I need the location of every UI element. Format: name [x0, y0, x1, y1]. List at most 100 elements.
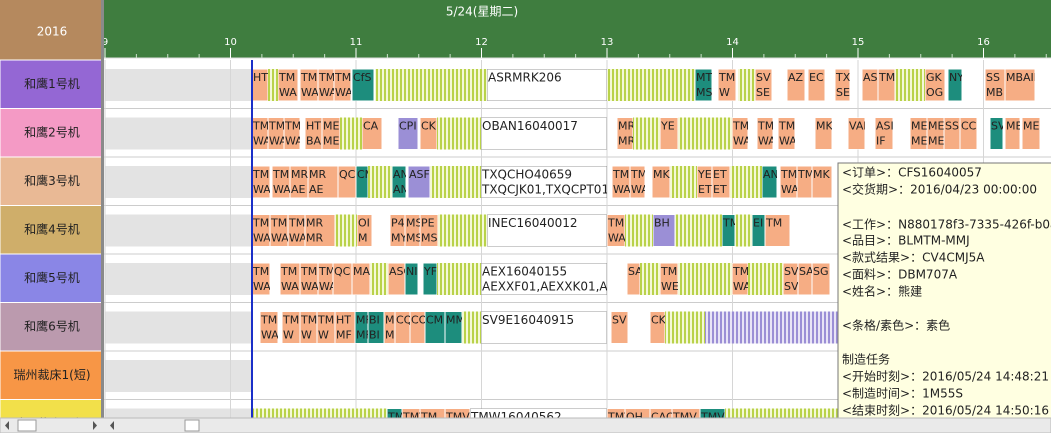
task-block[interactable]: PE MS: [420, 214, 438, 247]
scroll-arrow[interactable]: [5, 421, 9, 430]
task-block[interactable]: CO: [410, 311, 428, 344]
task-block[interactable]: SV SV: [783, 263, 799, 295]
task-block[interactable]: TM WA: [278, 69, 298, 101]
task-block[interactable]: YE: [660, 117, 678, 150]
scroll-thumb[interactable]: [17, 419, 37, 432]
task-block[interactable]: TM WA: [270, 214, 289, 247]
task-block[interactable]: TM WA: [300, 263, 319, 295]
task-block[interactable]: TM WA: [284, 117, 303, 150]
task-block[interactable]: AS: [862, 69, 878, 101]
task-block[interactable]: NI: [405, 263, 418, 295]
task-block[interactable]: MR MR: [617, 117, 635, 150]
task-block[interactable]: MF MF: [355, 311, 372, 344]
task-block[interactable]: HT: [252, 69, 268, 101]
task-block[interactable]: YE ET: [697, 166, 712, 198]
task-block[interactable]: TM WA: [607, 214, 626, 247]
task-block[interactable]: BI BI: [368, 311, 384, 344]
task-block[interactable]: EI: [752, 214, 765, 247]
scroll-arrow[interactable]: [93, 421, 97, 430]
task-block[interactable]: TM WA: [280, 263, 300, 295]
task-block[interactable]: MB: [1005, 117, 1023, 150]
task-block[interactable]: CQ: [395, 311, 413, 344]
task-block[interactable]: HT BA: [305, 117, 322, 150]
task-block[interactable]: TM WA: [612, 166, 631, 198]
task-block[interactable]: HT MF: [335, 311, 355, 344]
task-block[interactable]: TM WA: [630, 166, 649, 198]
task-block[interactable]: TM WA: [778, 117, 797, 150]
task-block[interactable]: TX SE: [835, 69, 851, 101]
task-block[interactable]: SG: [812, 263, 830, 295]
task-block[interactable]: CMA: [356, 166, 382, 198]
task-block[interactable]: ME ME: [927, 117, 944, 150]
task-block[interactable]: NY: [948, 69, 964, 101]
task-block[interactable]: MS MS: [405, 214, 422, 247]
task-block[interactable]: AN: [762, 166, 779, 198]
scroll-arrow[interactable]: [110, 421, 114, 430]
task-block[interactable]: SV: [990, 117, 1006, 150]
task-block[interactable]: TM: [722, 214, 739, 247]
task-block[interactable]: CPI: [398, 117, 418, 150]
task-block[interactable]: OI M: [357, 214, 372, 247]
task-block[interactable]: TM WA: [252, 166, 271, 198]
task-block[interactable]: ASI IF: [875, 117, 894, 150]
task-block[interactable]: TM WA: [732, 117, 751, 150]
task-block[interactable]: MR AE: [290, 166, 308, 198]
task-block[interactable]: MR AE: [308, 166, 338, 198]
task-block[interactable]: TM WA: [260, 311, 279, 344]
task-block[interactable]: MM: [445, 311, 465, 344]
task-block[interactable]: ET ET: [712, 166, 730, 198]
task-block[interactable]: CK: [650, 311, 667, 344]
task-block[interactable]: SA: [798, 263, 814, 295]
task-block[interactable]: VAI: [848, 117, 867, 150]
task-block[interactable]: MBAIF: [1005, 69, 1040, 101]
task-block[interactable]: TM WA: [300, 69, 319, 101]
task-block[interactable]: SV SE: [755, 69, 772, 101]
task-block[interactable]: TM WA: [732, 263, 751, 295]
task-block[interactable]: MK: [652, 166, 670, 198]
task-block[interactable]: AZ: [787, 69, 805, 101]
task-block[interactable]: ME ME: [910, 117, 927, 150]
task-block[interactable]: QC: [333, 263, 352, 295]
task-block[interactable]: TM WA: [288, 214, 307, 247]
task-block[interactable]: TM: [797, 166, 814, 198]
task-block[interactable]: ME ME: [322, 117, 340, 150]
task-block[interactable]: SS MB: [985, 69, 1005, 101]
task-block[interactable]: BH: [653, 214, 675, 247]
task-block[interactable]: MF MF: [384, 311, 401, 344]
task-block[interactable]: ASRMRK206: [487, 69, 607, 101]
task-block[interactable]: CfS: [352, 69, 374, 101]
task-block[interactable]: TM: [878, 69, 895, 101]
task-block[interactable]: TM W: [317, 311, 335, 344]
task-block[interactable]: TM: [765, 214, 790, 247]
task-block[interactable]: MT MS: [695, 69, 712, 101]
task-block[interactable]: QC: [338, 166, 356, 198]
task-block[interactable]: TM WA: [252, 214, 271, 247]
scroll-thumb[interactable]: [184, 419, 200, 432]
task-block[interactable]: TM WA: [780, 166, 799, 198]
task-block[interactable]: MR MR: [305, 214, 335, 247]
task-block[interactable]: AN AN: [392, 166, 409, 198]
task-block[interactable]: TM WA: [318, 263, 337, 295]
task-block[interactable]: CK: [420, 117, 437, 150]
task-block[interactable]: MK: [815, 117, 833, 150]
task-block[interactable]: MA: [352, 263, 370, 295]
task-block[interactable]: ME: [1022, 117, 1040, 150]
task-block[interactable]: INEC16040012: [487, 214, 607, 247]
task-block[interactable]: ASF: [408, 166, 430, 198]
task-block[interactable]: TM WA: [272, 166, 291, 198]
task-block[interactable]: CC: [960, 117, 977, 150]
task-block[interactable]: TM W: [718, 69, 736, 101]
task-block[interactable]: TM WA: [334, 69, 353, 101]
task-block[interactable]: ASC: [388, 263, 412, 295]
task-block[interactable]: P4 MY: [390, 214, 407, 247]
task-block[interactable]: CM: [425, 311, 445, 344]
task-block[interactable]: TM WA: [252, 117, 271, 150]
task-block[interactable]: SV: [611, 311, 628, 344]
task-block[interactable]: YF: [423, 263, 437, 295]
task-block[interactable]: TM W: [300, 311, 317, 344]
task-block[interactable]: TM WE: [660, 263, 679, 295]
task-block[interactable]: GK OG: [925, 69, 945, 101]
task-block[interactable]: TM W: [282, 311, 300, 344]
